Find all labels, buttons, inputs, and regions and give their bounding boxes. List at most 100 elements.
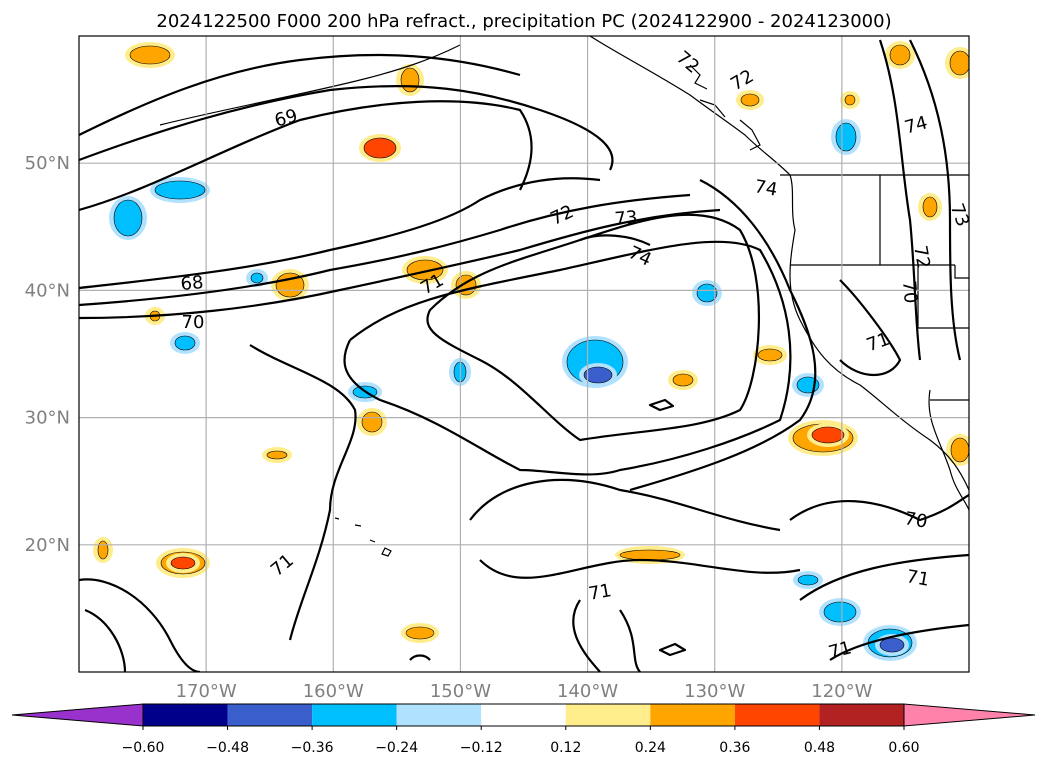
- lon-tick-label: 150°W: [430, 681, 491, 702]
- precip-blob-9: [361, 411, 383, 433]
- precip-blob-1: [363, 137, 397, 159]
- grid-lines: [79, 36, 969, 672]
- precip-blob-0: [129, 45, 171, 65]
- precip-blob-12: [583, 366, 613, 384]
- contour-line-13: [789, 494, 969, 522]
- contour-line-8: [343, 240, 792, 476]
- contour-label: 72: [909, 244, 934, 270]
- contour-line-12: [572, 599, 641, 672]
- colorbar-tick-label: 0.48: [804, 740, 835, 756]
- lat-tick-label: 40°N: [25, 280, 70, 301]
- precip-blob-38: [250, 272, 264, 284]
- coastline-3: [780, 174, 969, 401]
- refractivity-contours: [79, 39, 969, 672]
- colorbar-tick-label: −0.12: [460, 740, 503, 756]
- contour-line-5: [79, 208, 721, 320]
- colorbar-bin-4: [481, 704, 566, 726]
- precip-blob-24: [879, 637, 905, 653]
- precip-blob-21: [619, 549, 681, 561]
- contour-line-0: [79, 53, 521, 136]
- colorbar-extend-low: [11, 703, 144, 727]
- precip-blob-34: [740, 93, 760, 107]
- precip-blob-28: [949, 50, 969, 76]
- latitude-ticks: 50°N 40°N 30°N 20°N: [25, 153, 70, 556]
- colorbar-tick-label: −0.48: [206, 740, 249, 756]
- colorbar-frame: [142, 703, 905, 727]
- contour-line-22: [409, 654, 431, 661]
- colorbar-tick-label: 0.60: [888, 740, 919, 756]
- contour-label: 73: [946, 201, 974, 230]
- contour-label-text: 73: [946, 201, 974, 230]
- colorbar-tick-label: 0.36: [719, 740, 750, 756]
- contour-line-7: [426, 213, 760, 442]
- contour-label: 70: [903, 508, 929, 533]
- contour-label-text: 73: [614, 207, 639, 230]
- contour-label-text: 74: [753, 176, 779, 201]
- colorbar-tick-label: 0.12: [550, 740, 581, 756]
- map-frame: [78, 35, 970, 673]
- lon-tick-label: 170°W: [176, 681, 237, 702]
- contour-line-20: [84, 608, 127, 672]
- contour-label-text: 71: [905, 566, 931, 591]
- colorbar: −0.60 −0.48 −0.36 −0.24 −0.12 0.12 0.24 0.36 0.4…: [11, 703, 1036, 756]
- contour-label: 70: [898, 280, 921, 305]
- contour-line-1: [79, 84, 614, 171]
- contour-label: 73: [614, 207, 639, 230]
- contour-line-4: [79, 193, 691, 307]
- coastline-4: [334, 517, 392, 557]
- precip-blob-25: [797, 574, 819, 586]
- lat-tick-label: 20°N: [25, 535, 70, 556]
- precip-blob-30: [405, 626, 435, 640]
- lon-tick-label: 130°W: [684, 681, 745, 702]
- contour-line-17: [909, 39, 962, 361]
- contour-label: 68: [180, 272, 205, 295]
- precip-blob-33: [950, 437, 969, 463]
- contour-line-6: [249, 344, 357, 641]
- contour-label: 70: [182, 312, 205, 333]
- contour-line-16: [878, 39, 922, 361]
- precip-blob-18: [811, 426, 845, 444]
- precip-blob-31: [266, 450, 288, 460]
- colorbar-bin-7: [734, 704, 820, 726]
- precip-blob-29: [922, 196, 938, 218]
- chart-title: 2024122500 F000 200 hPa refract., precip…: [156, 11, 891, 32]
- coastline-2: [159, 44, 461, 126]
- contour-line-21: [648, 398, 687, 657]
- contour-label: 71: [587, 580, 613, 605]
- precip-blob-5: [113, 199, 143, 237]
- contour-label-text: 72: [909, 244, 934, 270]
- precip-blob-7: [174, 335, 196, 351]
- contour-line-9: [629, 179, 817, 492]
- contour-line-14: [799, 553, 969, 601]
- contour-label-text: 70: [182, 312, 205, 333]
- coastline-0: [589, 36, 969, 491]
- contour-label: 71: [905, 566, 931, 591]
- precip-blob-3: [406, 259, 444, 281]
- colorbar-bin-6: [650, 704, 735, 726]
- precip-blob-14: [672, 373, 694, 387]
- colorbar-bin-2: [312, 704, 397, 726]
- precip-blob-26: [835, 122, 857, 152]
- contour-label-text: 70: [903, 508, 929, 533]
- contour-label-text: 71: [587, 580, 613, 605]
- lat-tick-label: 50°N: [25, 153, 70, 174]
- contour-line-11: [479, 558, 801, 579]
- contour-line-3: [79, 177, 601, 290]
- contour-line-18: [839, 279, 902, 376]
- colorbar-tick-label: 0.24: [635, 740, 666, 756]
- colorbar-bin-1: [227, 704, 313, 726]
- colorbar-tick-label: −0.24: [375, 740, 418, 756]
- colorbar-bin-0: [143, 704, 228, 726]
- precip-blob-6: [154, 180, 206, 200]
- precip-blob-27: [889, 44, 911, 66]
- precip-blob-13: [696, 283, 718, 303]
- contour-label: 74: [753, 176, 779, 201]
- colorbar-bin-8: [819, 704, 904, 726]
- lat-tick-label: 30°N: [25, 408, 70, 429]
- lon-tick-label: 140°W: [557, 681, 618, 702]
- contour-line-10: [469, 478, 781, 532]
- contour-line-2: [79, 100, 533, 212]
- precip-blob-20: [170, 556, 196, 570]
